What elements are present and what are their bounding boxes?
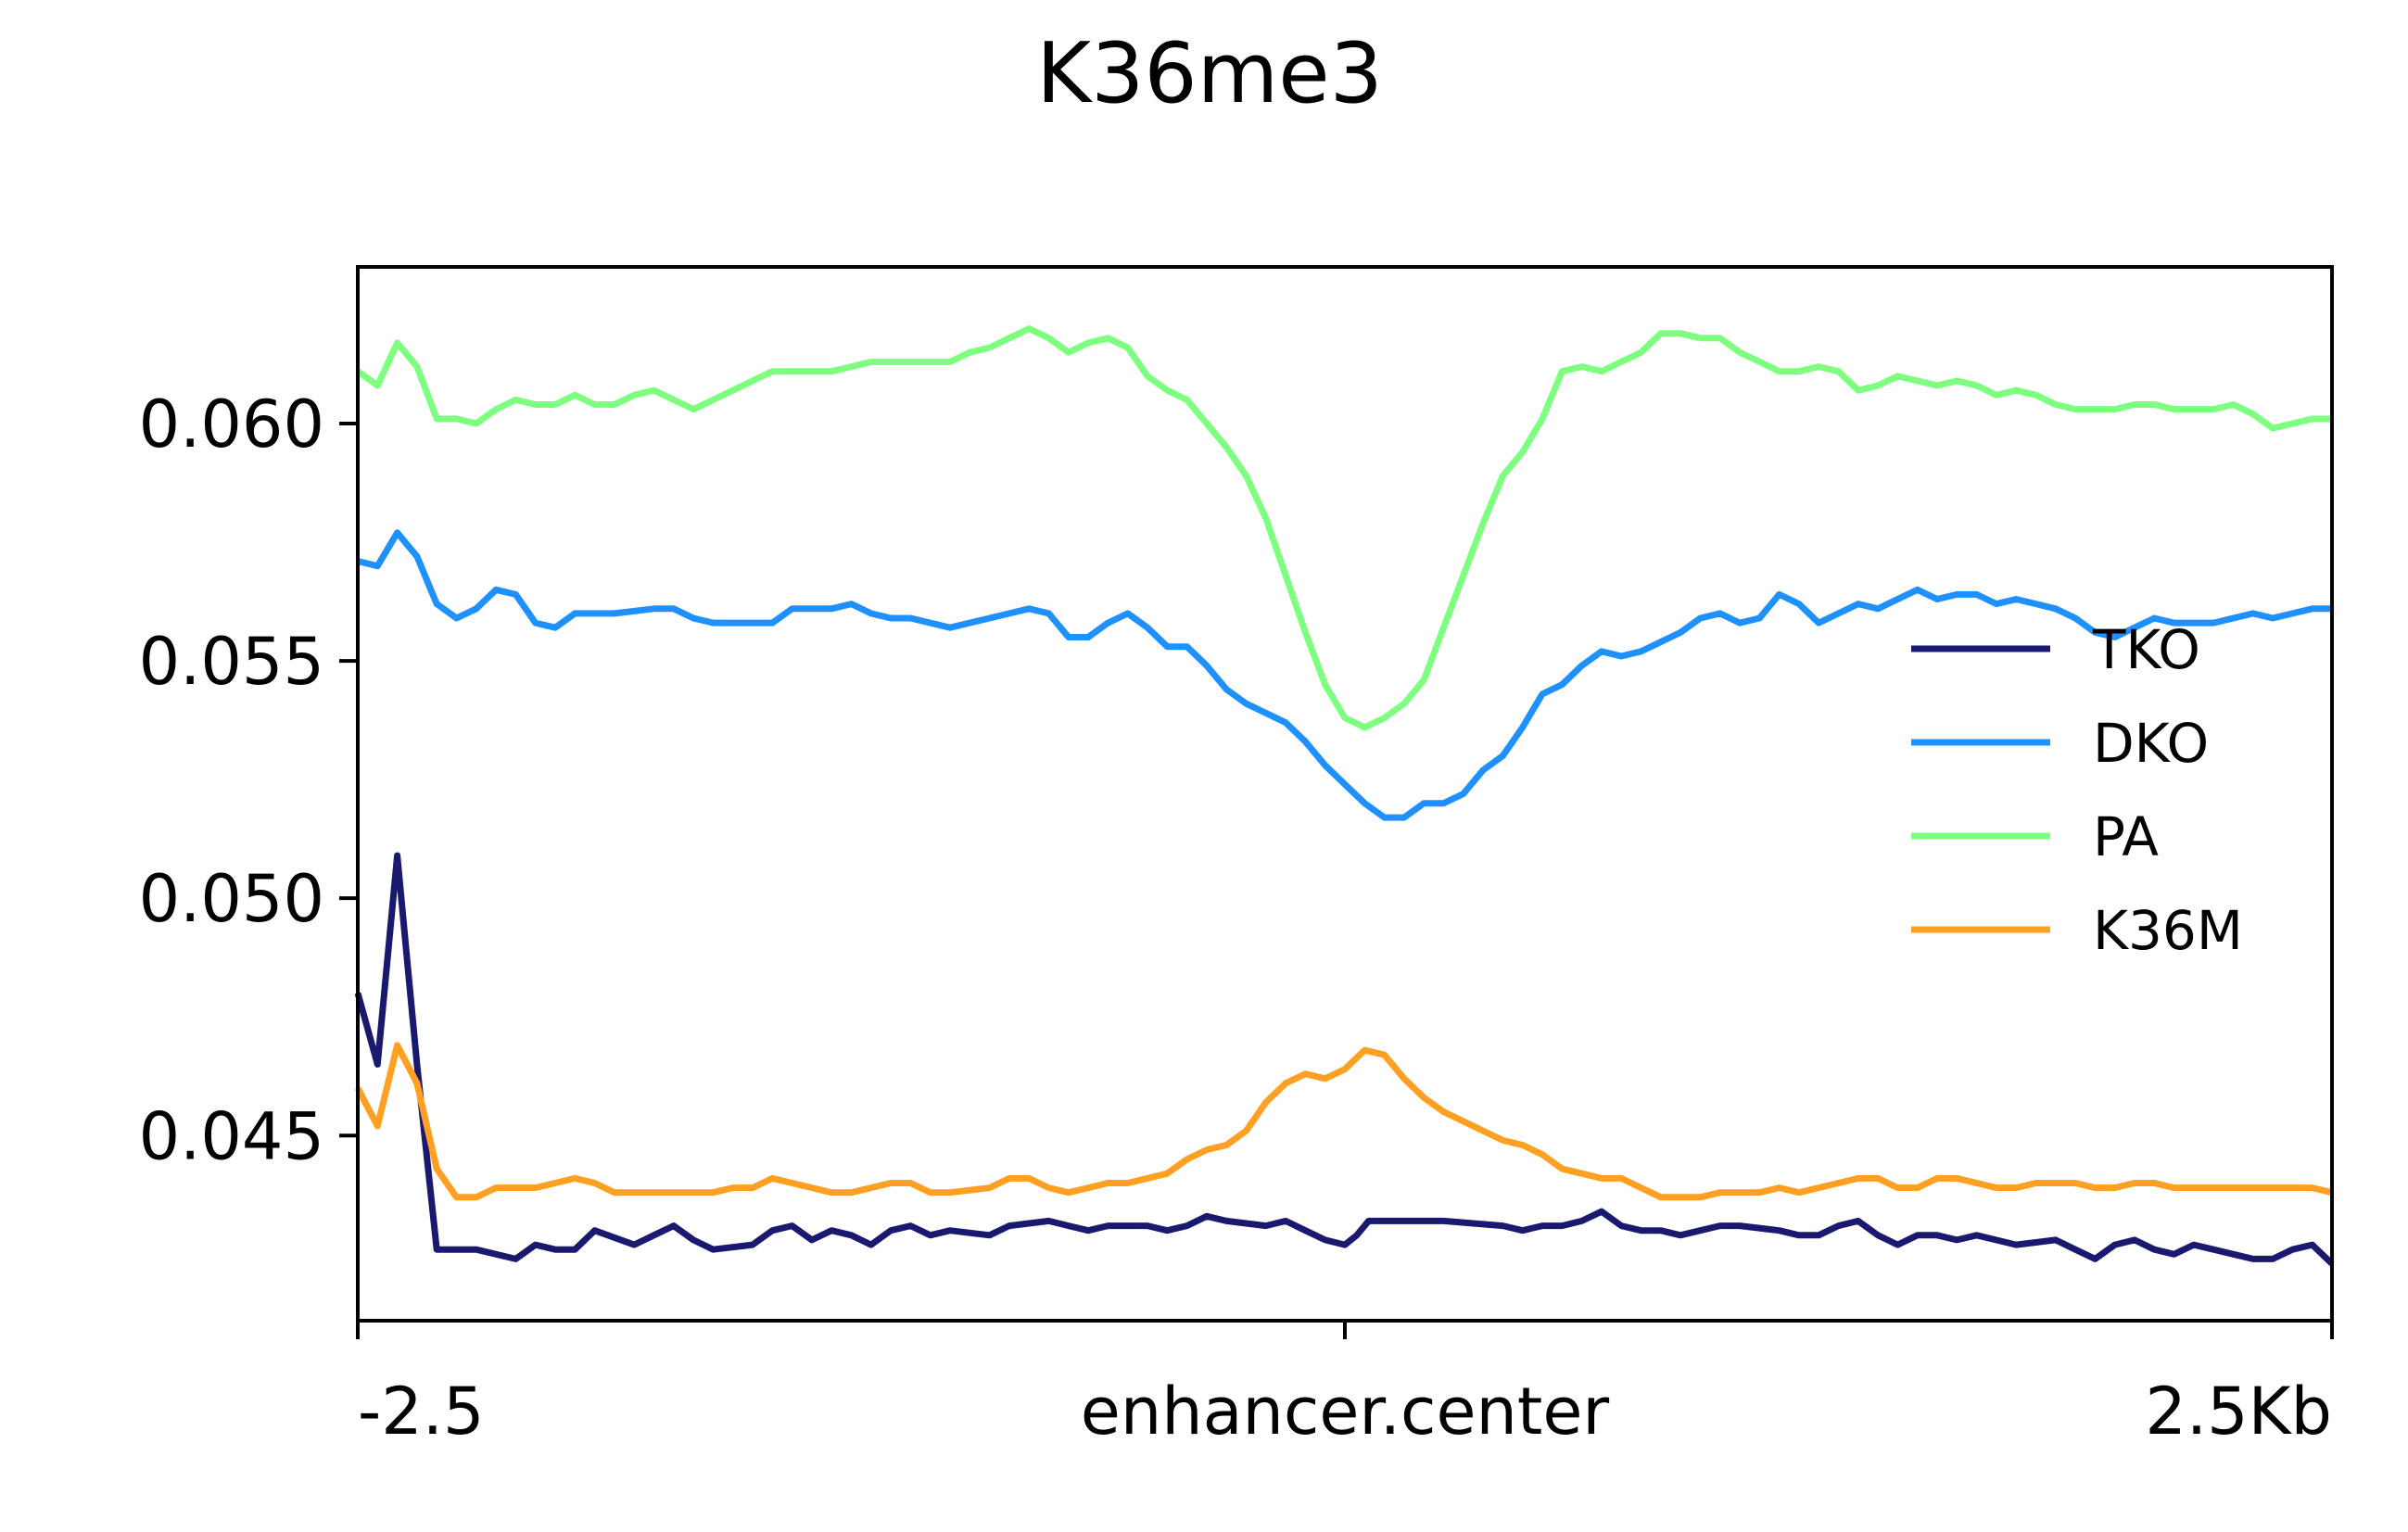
plot-frame xyxy=(356,265,2334,1323)
axis-layer: 0.045 0.050 0.055 0.060 -2.5 enhancer.center 2… xyxy=(139,386,2334,1450)
legend-label-pa: PA xyxy=(2093,805,2159,868)
series-line-pa xyxy=(355,325,2332,731)
y-tick-label: 0.045 xyxy=(139,1098,324,1174)
x-tick-label: enhancer.center xyxy=(1081,1374,1610,1450)
chart-title: K36me3 xyxy=(1036,25,1383,122)
legend-label-dko: DKO xyxy=(2093,712,2209,775)
x-tick-label: -2.5 xyxy=(358,1374,485,1450)
legend-label-k36m: K36M xyxy=(2093,899,2243,962)
series-line-dko xyxy=(357,529,2332,821)
series-layer xyxy=(354,325,2335,1267)
x-tick-label: 2.5Kb xyxy=(2145,1374,2332,1450)
series-line-tko xyxy=(354,852,2335,1267)
series-line-k36m xyxy=(354,1042,2333,1201)
legend: TKO DKO PA K36M xyxy=(1911,618,2243,962)
y-tick-label: 0.060 xyxy=(139,386,324,462)
y-tick-label: 0.050 xyxy=(139,861,324,937)
legend-label-tko: TKO xyxy=(2092,618,2200,681)
y-tick-label: 0.055 xyxy=(139,624,324,700)
